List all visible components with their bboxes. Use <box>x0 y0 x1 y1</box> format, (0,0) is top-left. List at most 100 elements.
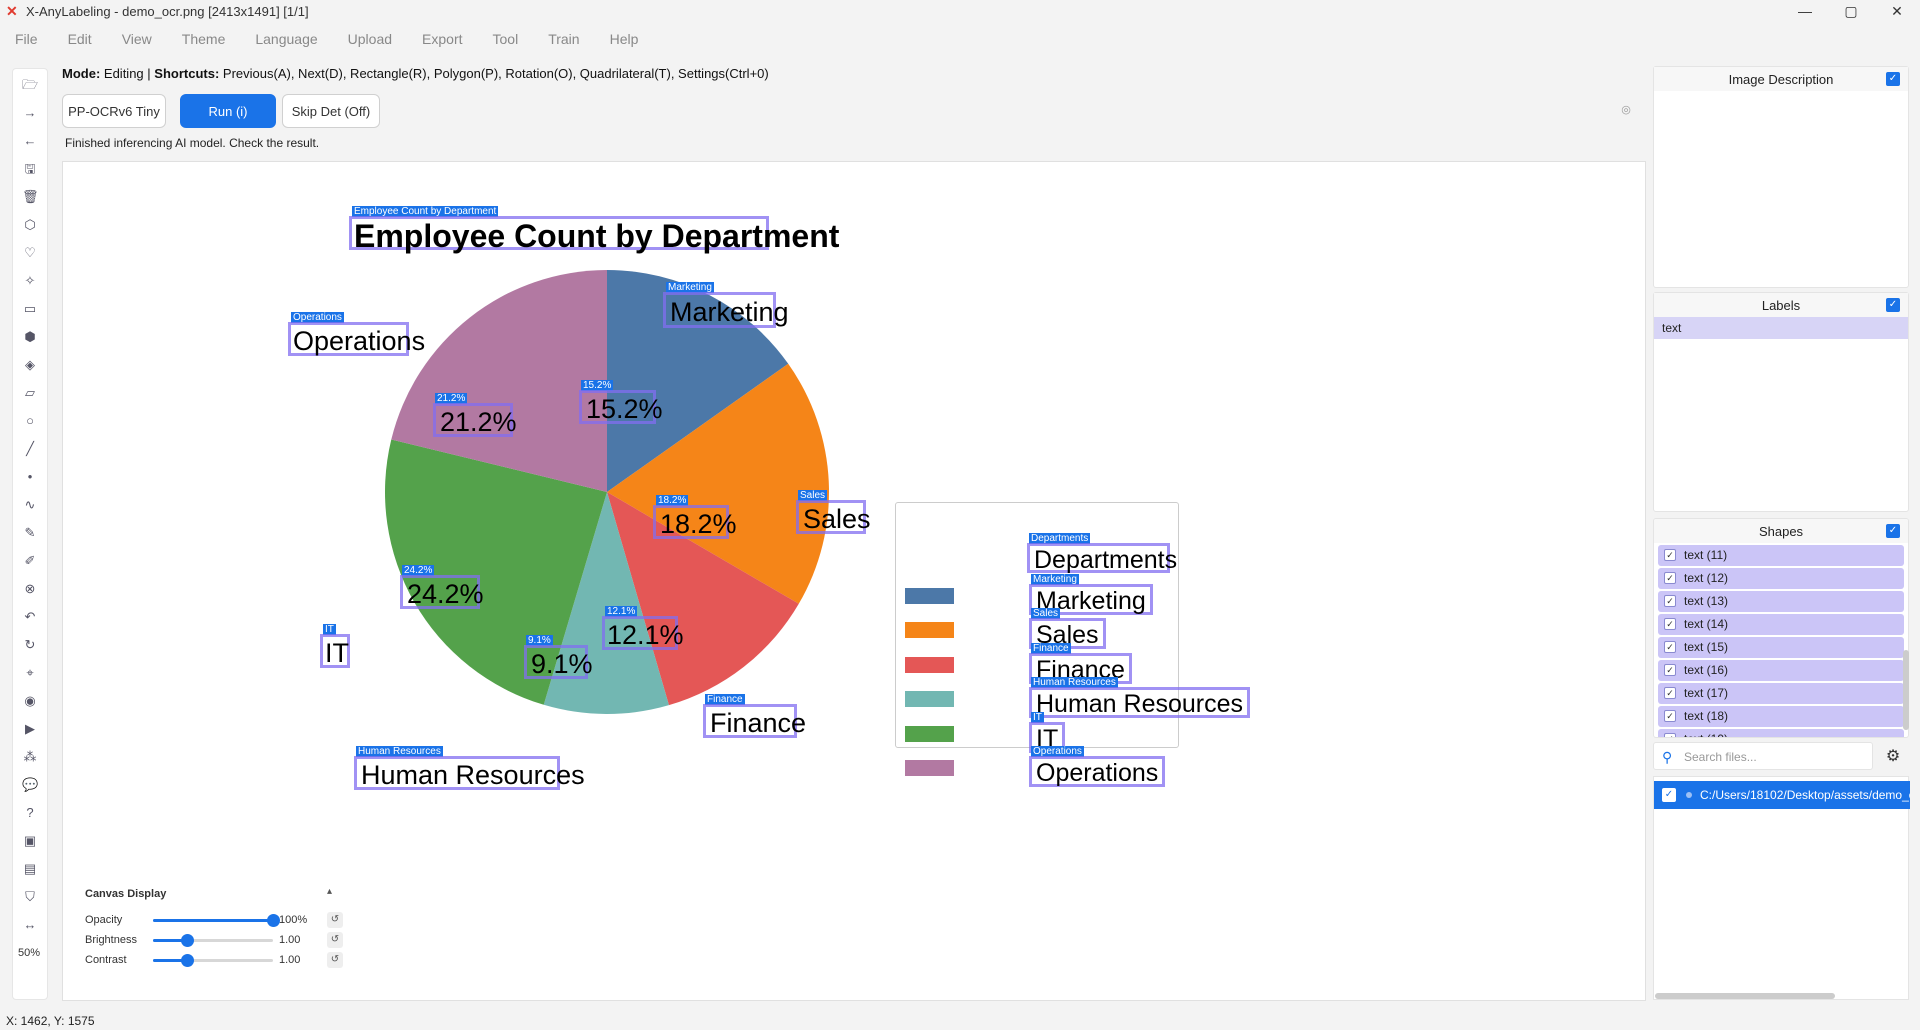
menu-view[interactable]: View <box>121 31 152 47</box>
heart-icon[interactable]: ♡ <box>24 245 36 260</box>
label-item[interactable]: text <box>1654 317 1908 339</box>
next-image-icon[interactable]: → <box>23 105 37 120</box>
brightness-slider[interactable] <box>153 934 273 947</box>
value-label-sales[interactable]: 18.2% <box>653 505 737 539</box>
edit-icon[interactable]: ✐ <box>24 553 36 568</box>
slice-label-finance[interactable]: Finance <box>703 704 806 738</box>
shape-item[interactable]: ✓ text (16) <box>1658 660 1904 681</box>
play-icon[interactable]: ▶ <box>25 721 35 736</box>
skip-det-button[interactable]: Skip Det (Off) <box>282 94 380 128</box>
undo-icon[interactable]: ↶ <box>24 609 36 624</box>
shape-item[interactable]: ✓ text (14) <box>1658 614 1904 635</box>
opacity-slider[interactable] <box>153 914 280 927</box>
point-icon[interactable]: • <box>27 469 33 484</box>
shapes-checkbox[interactable]: ✓ <box>1886 524 1900 538</box>
contrast-reset-icon[interactable]: ↺ <box>327 952 343 968</box>
quadrilateral-icon[interactable]: ▱ <box>25 385 35 400</box>
shape-item[interactable]: ✓ text (19) <box>1658 729 1904 737</box>
lock-icon[interactable]: ⛉ <box>25 889 35 904</box>
open-dir-icon[interactable]: 🗁 <box>22 77 39 92</box>
collapse-icon[interactable]: ▴ <box>327 886 333 897</box>
value-label-operations[interactable]: 21.2% <box>433 403 517 437</box>
value-label-it[interactable]: 24.2% <box>400 575 484 609</box>
menu-language[interactable]: Language <box>255 31 318 47</box>
opacity-reset-icon[interactable]: ↺ <box>327 912 343 928</box>
help-icon[interactable]: ? <box>26 805 34 820</box>
brightness-knob[interactable] <box>180 934 194 947</box>
menu-edit[interactable]: Edit <box>67 31 92 47</box>
polygon-icon[interactable]: ⬡ <box>24 217 36 232</box>
circle-icon[interactable]: ○ <box>26 413 34 428</box>
value-label-finance[interactable]: 12.1% <box>602 616 684 650</box>
gear-icon[interactable]: ⚙ <box>1885 748 1901 765</box>
chat-icon[interactable]: 💬 <box>22 777 39 792</box>
cube-icon[interactable]: ⬢ <box>24 329 36 344</box>
search-input[interactable]: ⚲ Search files... <box>1653 742 1873 770</box>
linestrip-icon[interactable]: ∿ <box>24 497 36 512</box>
shape-checkbox[interactable]: ✓ <box>1664 572 1676 584</box>
rotation-icon[interactable]: ◈ <box>25 357 35 372</box>
shape-item[interactable]: ✓ text (17) <box>1658 683 1904 704</box>
menu-tool[interactable]: Tool <box>492 31 519 47</box>
menu-help[interactable]: Help <box>609 31 639 47</box>
ai-magic-icon[interactable]: ✧ <box>24 273 36 288</box>
legend-title[interactable]: Departments <box>1027 543 1177 573</box>
menu-theme[interactable]: Theme <box>181 31 226 47</box>
close-button[interactable]: ✕ <box>1891 2 1903 19</box>
model-select-button[interactable]: PP-OCRv6 Tiny <box>62 94 166 128</box>
shape-checkbox[interactable]: ✓ <box>1664 733 1676 737</box>
chart-title[interactable]: Employee Count by Department <box>349 216 839 252</box>
slice-label-marketing[interactable]: Marketing <box>663 292 789 328</box>
crosshair-icon[interactable]: ⌖ <box>26 665 34 680</box>
settings-dot-button[interactable]: ◎ <box>1621 104 1631 116</box>
slice-label-hr[interactable]: Human Resources <box>354 756 585 790</box>
video-icon[interactable]: ▤ <box>23 861 37 876</box>
labels-checkbox[interactable]: ✓ <box>1886 298 1900 312</box>
shape-checkbox[interactable]: ✓ <box>1664 549 1676 561</box>
menu-export[interactable]: Export <box>422 31 463 47</box>
value-label-hr[interactable]: 9.1% <box>524 645 593 679</box>
legend-label[interactable]: Human Resources <box>1029 687 1251 718</box>
menu-train[interactable]: Train <box>548 31 580 47</box>
fit-width-icon[interactable]: ↔ <box>23 917 37 932</box>
run-button[interactable]: Run (i) <box>180 94 276 128</box>
shape-checkbox[interactable]: ✓ <box>1664 687 1676 699</box>
shape-item[interactable]: ✓ text (18) <box>1658 706 1904 727</box>
cancel-icon[interactable]: ⊗ <box>24 581 36 596</box>
contrast-slider[interactable] <box>153 954 273 967</box>
delete-icon[interactable]: 🗑 <box>22 189 39 204</box>
shape-checkbox[interactable]: ✓ <box>1664 641 1676 653</box>
brush-icon[interactable]: ✎ <box>24 525 36 540</box>
eye-icon[interactable]: ◉ <box>24 693 36 708</box>
line-icon[interactable]: ╱ <box>26 441 34 456</box>
shape-item[interactable]: ✓ text (12) <box>1658 568 1904 589</box>
shape-item[interactable]: ✓ text (15) <box>1658 637 1904 658</box>
legend-label[interactable]: Operations <box>1029 756 1166 787</box>
shape-item[interactable]: ✓ text (11) <box>1658 545 1904 566</box>
shape-checkbox[interactable]: ✓ <box>1664 710 1676 722</box>
slice-label-it[interactable]: IT <box>320 634 350 668</box>
brightness-reset-icon[interactable]: ↺ <box>327 932 343 948</box>
slice-label-sales[interactable]: Sales <box>796 500 871 534</box>
file-checkbox[interactable]: ✓ <box>1662 788 1676 802</box>
slice-label-operations[interactable]: Operations <box>288 322 425 356</box>
contrast-knob[interactable] <box>180 954 194 967</box>
value-label-marketing[interactable]: 15.2% <box>579 390 663 424</box>
image-description-checkbox[interactable]: ✓ <box>1886 72 1900 86</box>
legend-label[interactable]: Marketing <box>1029 583 1153 615</box>
rectangle-icon[interactable]: ▭ <box>23 301 37 316</box>
minimize-button[interactable]: — <box>1798 3 1812 19</box>
menu-file[interactable]: File <box>15 31 38 47</box>
menu-upload[interactable]: Upload <box>347 31 393 47</box>
shape-checkbox[interactable]: ✓ <box>1664 595 1676 607</box>
file-list-scrollbar[interactable] <box>1655 993 1835 999</box>
shape-checkbox[interactable]: ✓ <box>1664 664 1676 676</box>
shape-checkbox[interactable]: ✓ <box>1664 618 1676 630</box>
image-canvas[interactable]: Employee Count by Department Employee Co… <box>62 161 1646 1001</box>
save-icon[interactable]: 🖫 <box>24 161 36 176</box>
prev-image-icon[interactable]: ← <box>23 133 37 148</box>
opacity-knob[interactable] <box>267 914 280 927</box>
shapes-scrollbar[interactable] <box>1903 650 1909 730</box>
group-icon[interactable]: ⁂ <box>23 749 37 764</box>
shape-item[interactable]: ✓ text (13) <box>1658 591 1904 612</box>
